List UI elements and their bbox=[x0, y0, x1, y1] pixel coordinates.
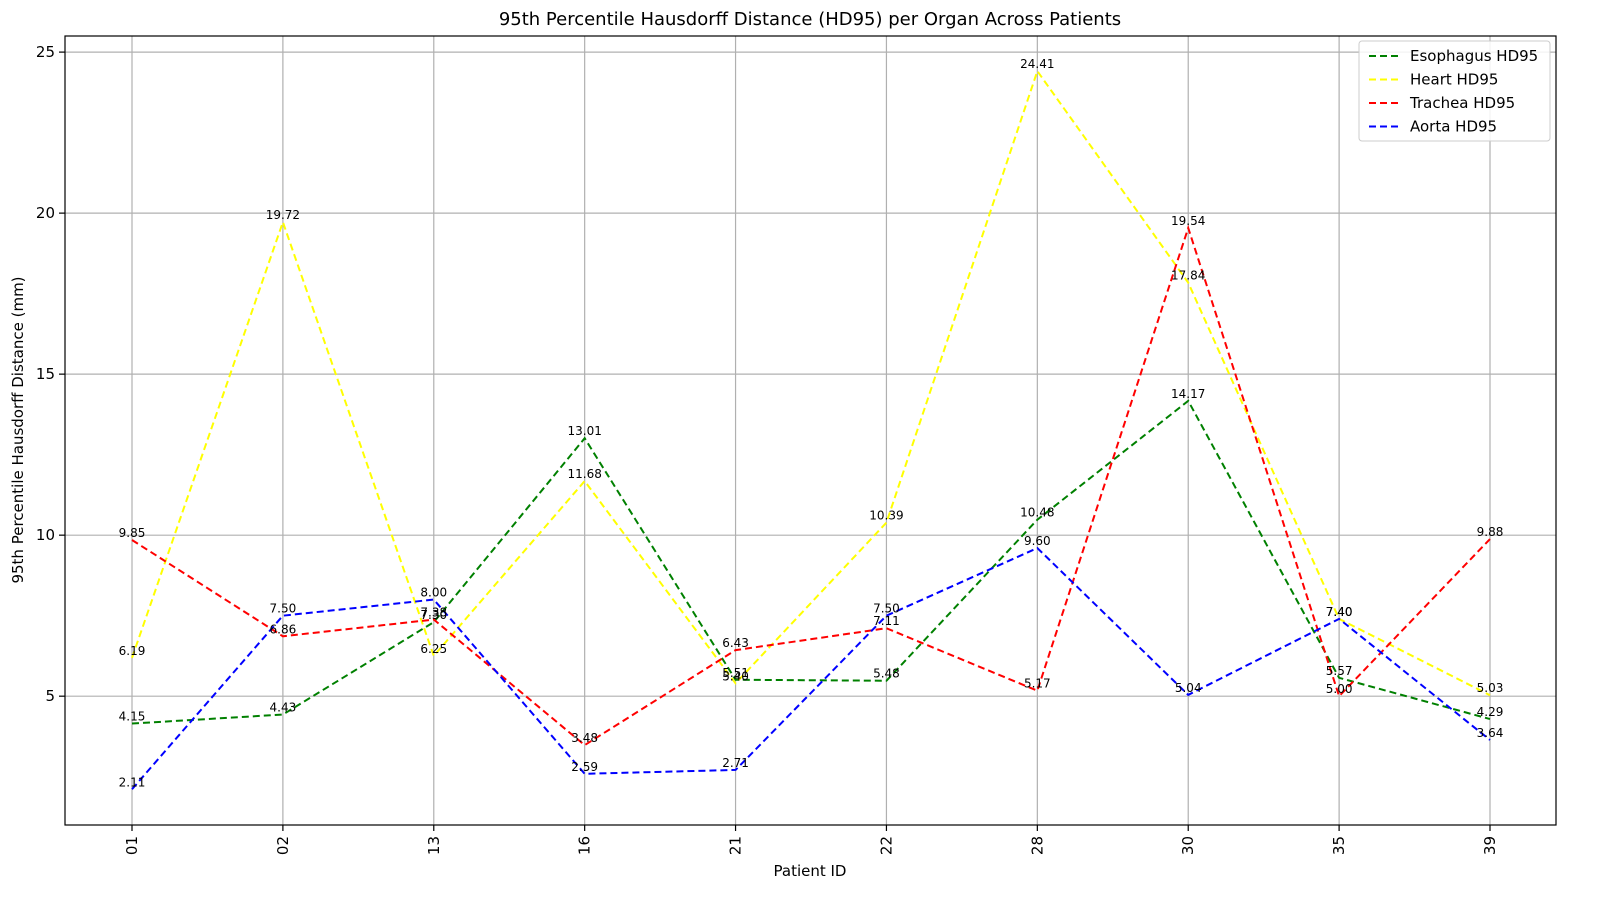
data-label: 5.48 bbox=[873, 667, 900, 681]
y-axis: 5 10 15 20 25 bbox=[36, 43, 65, 705]
data-label: 7.50 bbox=[270, 602, 297, 616]
data-label: 6.19 bbox=[119, 644, 146, 658]
data-label: 24.41 bbox=[1020, 57, 1054, 71]
x-tick-label: 39 bbox=[1481, 836, 1499, 855]
data-label: 14.17 bbox=[1171, 387, 1205, 401]
legend-label: Aorta HD95 bbox=[1410, 118, 1497, 136]
series-line bbox=[131, 224, 1491, 747]
data-label: 7.50 bbox=[873, 602, 900, 616]
legend-label: Trachea HD95 bbox=[1409, 94, 1515, 112]
data-label: 17.84 bbox=[1171, 269, 1205, 283]
data-label: 2.11 bbox=[119, 775, 146, 789]
y-tick-label: 15 bbox=[36, 365, 55, 383]
data-label: 3.64 bbox=[1477, 726, 1504, 740]
data-label: 5.03 bbox=[1477, 681, 1504, 695]
data-label: 3.48 bbox=[571, 731, 598, 745]
series-lines bbox=[131, 68, 1491, 790]
data-label: 4.43 bbox=[270, 701, 297, 715]
data-label: 6.25 bbox=[420, 642, 447, 656]
data-label: 5.57 bbox=[1326, 664, 1353, 678]
data-label: 5.04 bbox=[1175, 681, 1202, 695]
y-tick-label: 10 bbox=[36, 526, 55, 544]
data-label: 19.72 bbox=[266, 208, 300, 222]
data-label: 4.15 bbox=[119, 710, 146, 724]
x-tick-label: 30 bbox=[1179, 836, 1197, 855]
data-label: 7.30 bbox=[420, 608, 447, 622]
data-label: 19.54 bbox=[1171, 214, 1205, 228]
data-label: 5.40 bbox=[722, 669, 749, 683]
data-label: 6.86 bbox=[270, 622, 297, 636]
legend: Esophagus HD95 Heart HD95 Trachea HD95 Aort… bbox=[1358, 40, 1551, 142]
data-label: 6.43 bbox=[722, 636, 749, 650]
data-label: 10.39 bbox=[869, 509, 903, 523]
y-tick-label: 20 bbox=[36, 204, 55, 222]
x-axis: 01 02 13 16 21 22 28 30 35 39 bbox=[123, 825, 1499, 855]
data-label: 2.59 bbox=[571, 760, 598, 774]
data-label: 5.17 bbox=[1024, 677, 1051, 691]
x-tick-label: 01 bbox=[123, 836, 141, 855]
data-label: 10.48 bbox=[1020, 506, 1054, 520]
grid bbox=[65, 36, 1556, 825]
y-tick-label: 5 bbox=[45, 687, 55, 705]
plot-frame bbox=[64, 35, 1557, 826]
data-label: 2.71 bbox=[722, 756, 749, 770]
x-tick-label: 16 bbox=[576, 836, 594, 855]
data-label: 5.00 bbox=[1326, 682, 1353, 696]
x-tick-label: 02 bbox=[274, 836, 292, 855]
data-label: 7.11 bbox=[873, 614, 900, 628]
data-label: 7.40 bbox=[1326, 605, 1353, 619]
y-tick-label: 25 bbox=[36, 43, 55, 61]
x-tick-label: 21 bbox=[727, 836, 745, 855]
data-label: 7.40 bbox=[1326, 605, 1353, 619]
legend-label: Heart HD95 bbox=[1410, 71, 1498, 89]
data-labels: 4.15 4.43 7.30 13.01 5.51 5.48 10.48 14.17 5.57 4… bbox=[119, 57, 1504, 789]
data-label: 4.29 bbox=[1477, 705, 1504, 719]
data-label: 9.85 bbox=[119, 526, 146, 540]
data-label: 5.51 bbox=[722, 666, 749, 680]
x-tick-label: 35 bbox=[1330, 836, 1348, 855]
x-tick-label: 13 bbox=[425, 836, 443, 855]
data-label: 7.38 bbox=[420, 606, 447, 620]
data-label: 13.01 bbox=[567, 424, 601, 438]
data-label: 11.68 bbox=[567, 467, 601, 481]
legend-box bbox=[1358, 40, 1551, 142]
series-line bbox=[131, 546, 1491, 790]
x-tick-label: 22 bbox=[877, 836, 895, 855]
data-label: 9.60 bbox=[1024, 534, 1051, 548]
data-label: 8.00 bbox=[420, 586, 447, 600]
x-axis-label: Patient ID bbox=[774, 862, 847, 880]
series-line bbox=[131, 68, 1491, 697]
x-tick-label: 28 bbox=[1028, 836, 1046, 855]
data-label: 9.88 bbox=[1477, 525, 1504, 539]
y-axis-label: 95th Percentile Hausdorff Distance (mm) bbox=[9, 276, 27, 583]
legend-label: Esophagus HD95 bbox=[1410, 47, 1538, 65]
series-line bbox=[131, 399, 1491, 725]
chart-title: 95th Percentile Hausdorff Distance (HD95… bbox=[499, 9, 1121, 30]
